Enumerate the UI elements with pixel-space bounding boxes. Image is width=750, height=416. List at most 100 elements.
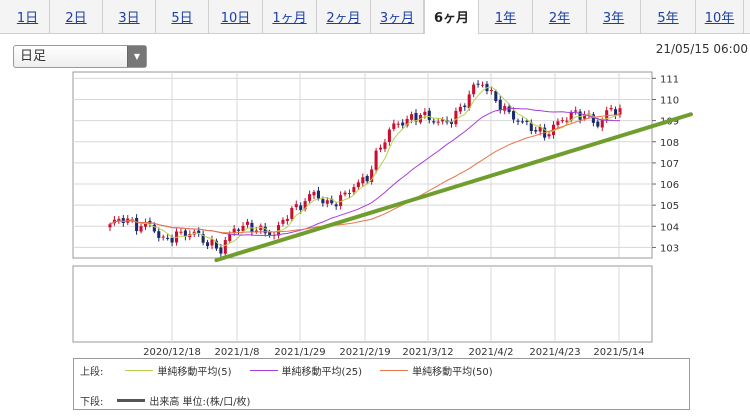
candle-body bbox=[361, 177, 365, 184]
y-tick-label: 104 bbox=[660, 222, 679, 233]
candle-body bbox=[565, 120, 569, 122]
candle-body bbox=[316, 190, 320, 199]
candle-body bbox=[201, 234, 205, 243]
candle-body bbox=[330, 199, 334, 204]
candle-body bbox=[378, 147, 383, 150]
candle-body bbox=[232, 228, 236, 233]
x-tick-label: 2021/4/2 bbox=[469, 347, 514, 358]
tab-period-0[interactable]: 1日 bbox=[6, 0, 50, 34]
tab-period-7[interactable]: 3ヶ月 bbox=[371, 0, 424, 34]
candle-body bbox=[347, 193, 352, 195]
candle-body bbox=[166, 237, 170, 239]
candle-body bbox=[356, 182, 360, 188]
candle-body bbox=[152, 224, 156, 232]
candle-body bbox=[352, 187, 356, 193]
candle-body bbox=[241, 225, 245, 231]
tab-period-6[interactable]: 2ヶ月 bbox=[317, 0, 371, 34]
candle-body bbox=[476, 83, 480, 85]
chart-legend: 上段: 単純移動平均(5) 単純移動平均(25) 単純移動平均(50) 下段: … bbox=[73, 358, 690, 410]
tab-period-8[interactable]: 6ヶ月 bbox=[424, 0, 479, 34]
legend-item-sma25: 単純移動平均(25) bbox=[249, 363, 363, 378]
candle-body bbox=[538, 126, 542, 132]
legend-upper-label: 上段: bbox=[80, 367, 104, 378]
candle-body bbox=[614, 109, 618, 116]
tab-period-3[interactable]: 5日 bbox=[156, 0, 209, 34]
candle-body bbox=[321, 199, 325, 204]
candle-body bbox=[618, 108, 622, 115]
tab-period-5[interactable]: 1ヶ月 bbox=[263, 0, 317, 34]
candle-body bbox=[472, 84, 476, 95]
legend-swatch-sma5 bbox=[125, 370, 154, 371]
chevron-down-icon[interactable]: ▼ bbox=[127, 46, 146, 67]
candle-body bbox=[569, 112, 573, 121]
y-tick-label: 111 bbox=[660, 74, 679, 85]
trend-line bbox=[214, 112, 693, 263]
candle-body bbox=[560, 120, 564, 122]
candle-body bbox=[259, 225, 263, 231]
candle-body bbox=[365, 176, 369, 182]
candle-body bbox=[507, 106, 511, 113]
candle-body bbox=[489, 90, 493, 92]
candle-body bbox=[383, 142, 387, 149]
tab-period-10[interactable]: 2年 bbox=[533, 0, 587, 34]
tab-period-13[interactable]: 10年 bbox=[696, 0, 744, 34]
candle-body bbox=[135, 217, 139, 232]
candle-body bbox=[392, 123, 396, 129]
candle-body bbox=[281, 219, 285, 224]
x-tick-label: 2021/1/8 bbox=[215, 347, 260, 358]
candle-body bbox=[179, 231, 183, 233]
candle-body bbox=[547, 134, 551, 137]
y-tick-label: 107 bbox=[660, 159, 679, 170]
candle-body bbox=[432, 121, 436, 123]
legend-lower-label: 下段: bbox=[80, 397, 104, 408]
candle-body bbox=[214, 240, 218, 249]
candle-body bbox=[401, 122, 405, 126]
candle-body bbox=[534, 130, 538, 132]
candle-body bbox=[370, 169, 374, 182]
tab-period-12[interactable]: 5年 bbox=[641, 0, 696, 34]
candle-body bbox=[143, 222, 148, 227]
y-tick-label: 105 bbox=[660, 201, 679, 212]
candle-body bbox=[210, 239, 214, 246]
candle-body bbox=[449, 121, 454, 124]
candle-body bbox=[183, 230, 187, 237]
candle-body bbox=[228, 233, 232, 241]
candle-body bbox=[423, 111, 427, 116]
candle-body bbox=[480, 84, 485, 86]
candle-body bbox=[303, 201, 307, 210]
x-tick-label: 2021/1/29 bbox=[274, 347, 325, 358]
tab-period-4[interactable]: 10日 bbox=[209, 0, 263, 34]
candle-body bbox=[339, 195, 343, 207]
tab-period-1[interactable]: 2日 bbox=[50, 0, 103, 34]
candle-body bbox=[427, 110, 431, 121]
candle-body bbox=[290, 208, 294, 219]
candle-body bbox=[223, 240, 227, 254]
x-tick-label: 2021/2/19 bbox=[339, 347, 390, 358]
candle-body bbox=[494, 91, 498, 102]
candle-body bbox=[121, 218, 125, 223]
candle-body bbox=[325, 200, 329, 204]
candle-body bbox=[197, 230, 201, 234]
candle-body bbox=[285, 218, 289, 221]
candle-body bbox=[108, 224, 112, 228]
legend-label-sma25: 単純移動平均(25) bbox=[281, 367, 363, 378]
candle-body bbox=[254, 230, 258, 232]
candle-body bbox=[556, 121, 560, 125]
candle-body bbox=[605, 110, 609, 120]
interval-select[interactable]: 日足 ▼ bbox=[13, 45, 147, 68]
candle-body bbox=[219, 247, 223, 254]
candle-body bbox=[512, 110, 516, 120]
candle-body bbox=[405, 118, 409, 126]
tab-period-9[interactable]: 1年 bbox=[479, 0, 533, 34]
candle-body bbox=[268, 232, 272, 236]
period-tabs: 1日 2日 3日 5日 10日 1ヶ月 2ヶ月 3ヶ月 6ヶ月 1年 2年 3年 5年 10年 bbox=[0, 0, 750, 34]
candle-body bbox=[276, 225, 281, 236]
timestamp: 21/05/15 06:00 bbox=[655, 42, 748, 56]
tab-period-2[interactable]: 3日 bbox=[103, 0, 156, 34]
candle-body bbox=[387, 129, 391, 142]
legend-swatch-sma25 bbox=[249, 370, 278, 371]
legend-label-sma50: 単純移動平均(50) bbox=[412, 367, 493, 378]
tab-period-11[interactable]: 3年 bbox=[587, 0, 641, 34]
candle-body bbox=[343, 192, 347, 195]
